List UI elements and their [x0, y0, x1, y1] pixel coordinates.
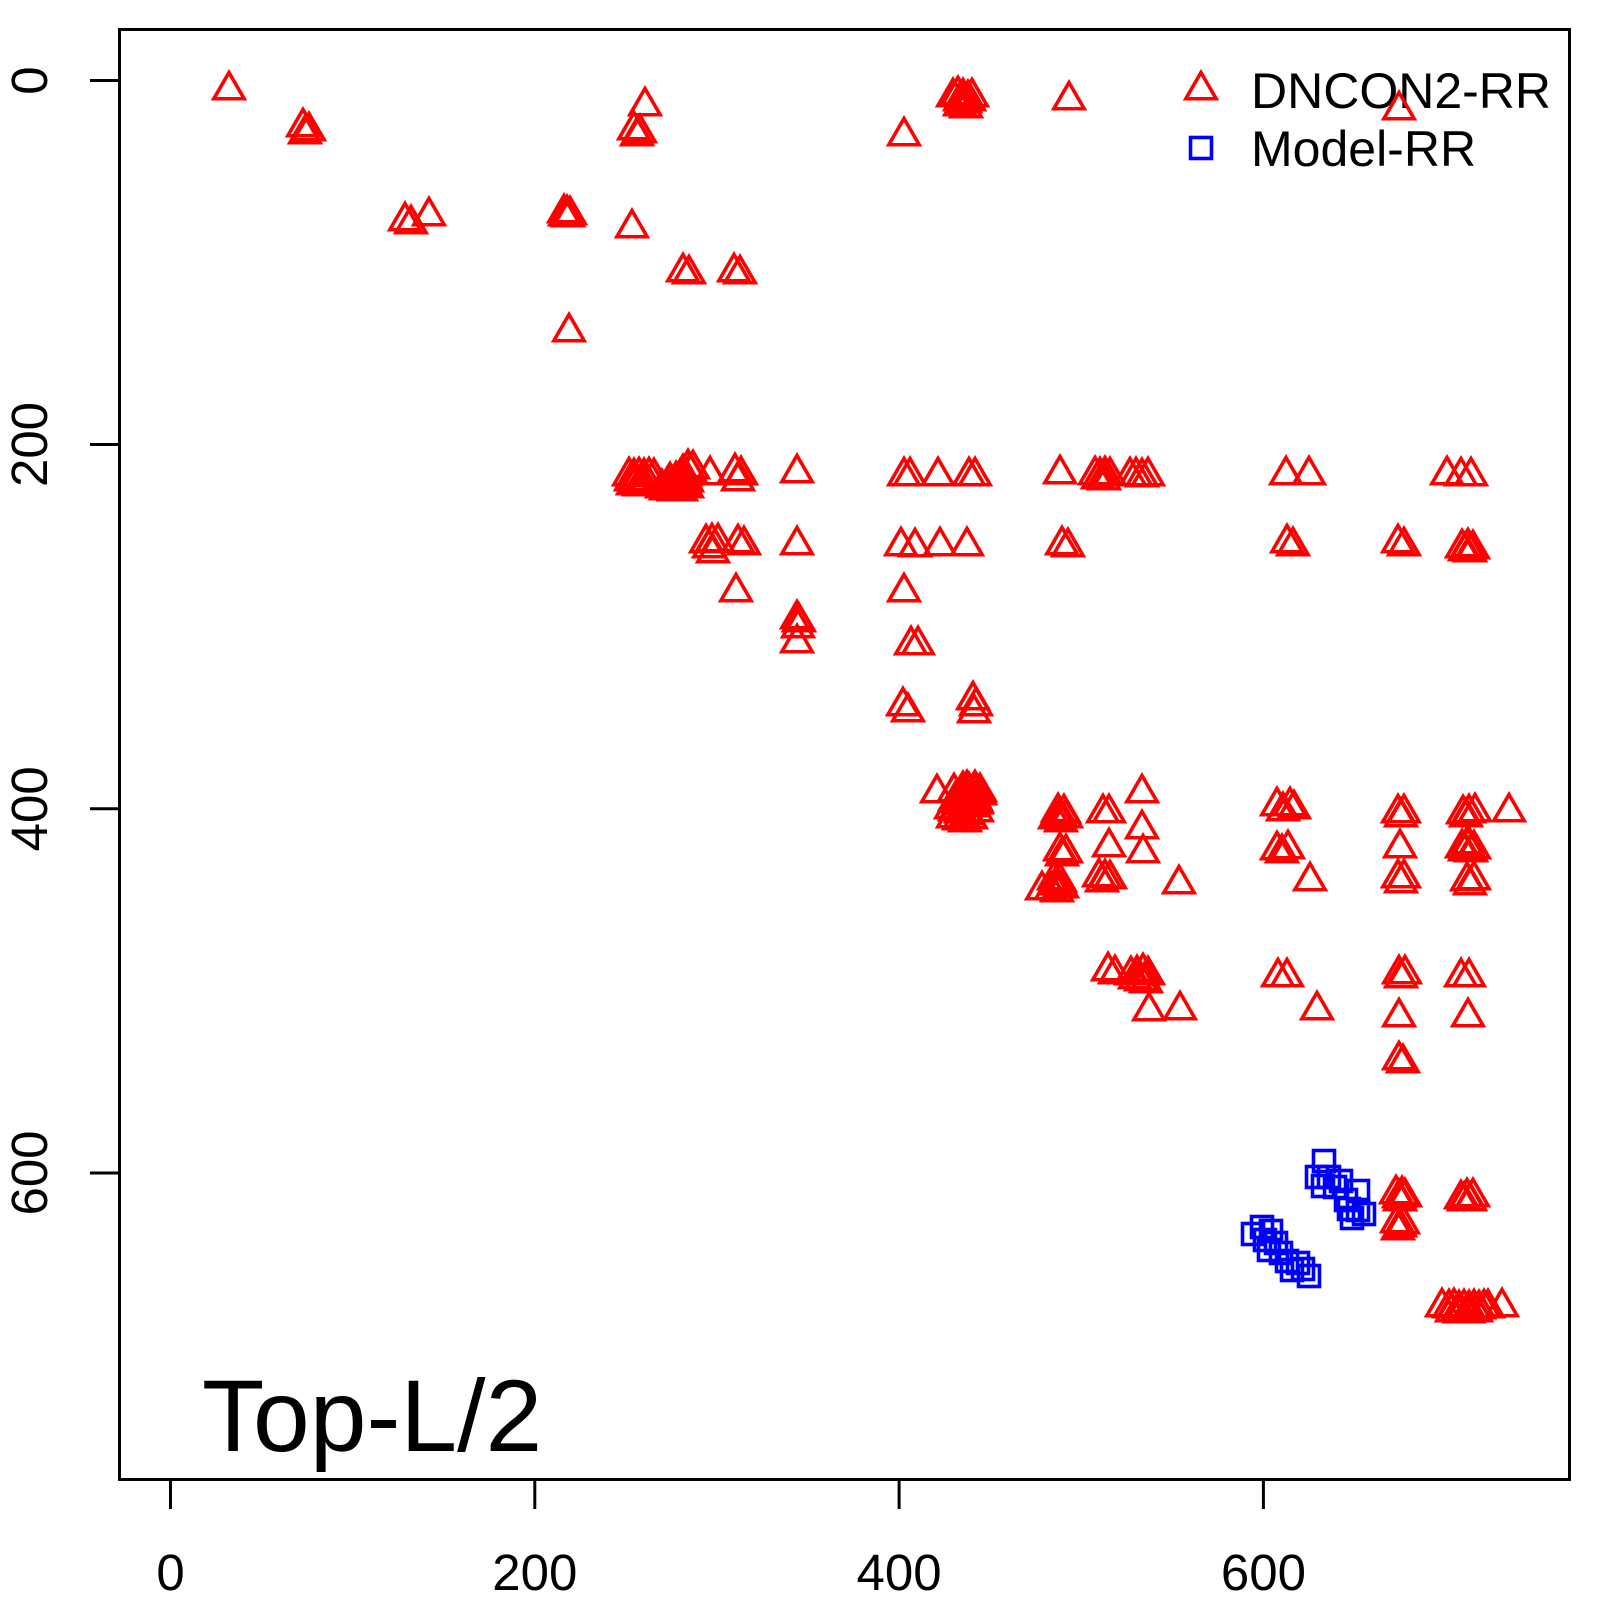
svg-text:200: 200	[492, 1544, 577, 1600]
svg-text:DNCON2-RR: DNCON2-RR	[1251, 63, 1551, 119]
svg-text:400: 400	[857, 1544, 942, 1600]
svg-text:0: 0	[156, 1544, 184, 1600]
svg-text:Model-RR: Model-RR	[1251, 121, 1476, 177]
svg-text:400: 400	[1, 766, 58, 851]
svg-text:Top-L/2: Top-L/2	[202, 1359, 542, 1473]
svg-text:0: 0	[1, 66, 58, 94]
svg-text:600: 600	[1221, 1544, 1306, 1600]
svg-text:600: 600	[1, 1130, 58, 1215]
svg-text:200: 200	[1, 402, 58, 487]
